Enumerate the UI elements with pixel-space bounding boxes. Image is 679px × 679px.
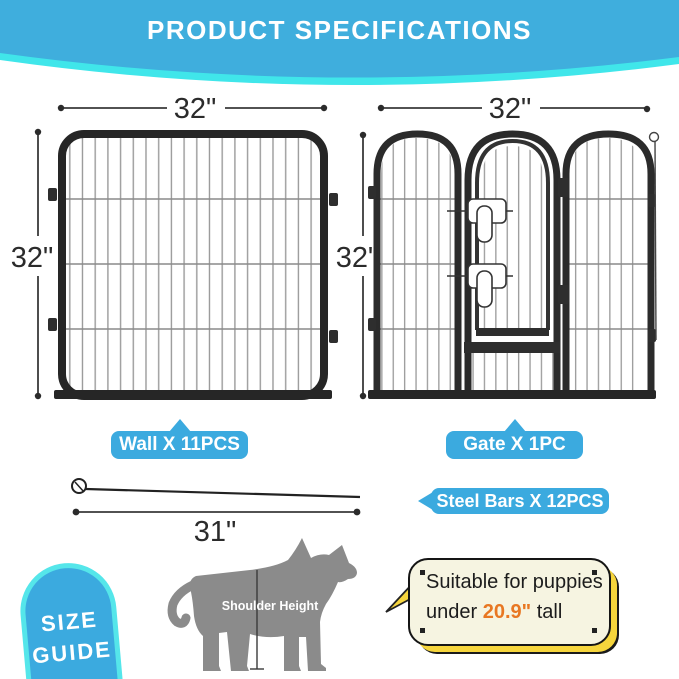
wall-panel-horizontal-bars — [64, 198, 322, 330]
gate-latches — [447, 198, 513, 308]
gate-badge-pointer — [504, 419, 526, 432]
gate-width-label: 32" — [489, 93, 532, 125]
dog-shoulder-height-label: Shoulder Height — [222, 599, 319, 613]
dimension-endpoint-dot — [377, 104, 385, 112]
gate-door-frame — [464, 130, 561, 391]
dog-body — [189, 538, 357, 671]
gate-panel-figure: 32" 32" — [336, 93, 660, 400]
gate-hinges-and-tabs — [368, 178, 656, 342]
dimension-endpoint-dot — [57, 104, 65, 112]
gate-below-door-bars — [470, 353, 556, 391]
size-guide-line2: GUIDE — [31, 636, 113, 669]
steel-bar-rod — [85, 487, 361, 499]
gate-left-section-bars — [381, 138, 454, 392]
note-text-line1: Suitable for puppies — [426, 571, 603, 593]
dimension-endpoint-dot — [34, 128, 42, 136]
steel-bars-badge-pointer — [418, 492, 433, 510]
note-text-line2: under 20.9" tall — [426, 601, 562, 624]
dog-silhouette-figure: Shoulder Height — [167, 538, 357, 671]
steel-bars-count-badge: Steel Bars X 12PCS — [431, 488, 609, 514]
dimension-endpoint-dot — [320, 104, 328, 112]
gate-count-badge: Gate X 1PC — [446, 431, 583, 459]
note-height-highlight: 20.9" — [482, 601, 532, 623]
dimension-endpoint-dot — [34, 392, 42, 400]
note-corner-dot — [420, 570, 425, 575]
dimension-endpoint-dot — [643, 105, 651, 113]
wall-width-label: 32" — [174, 93, 217, 125]
note-corner-dot — [420, 628, 425, 633]
gate-right-section-bars — [570, 138, 643, 392]
dimension-endpoint-dot — [359, 131, 367, 139]
dog-tail — [167, 580, 198, 628]
wall-panel-vertical-bars — [66, 136, 320, 394]
steel-bar-figure: 31" — [71, 478, 361, 548]
dimension-endpoint-dot — [359, 392, 367, 400]
dimension-endpoint-dot — [353, 508, 361, 516]
gate-inserted-steel-rod — [648, 131, 660, 341]
note-text-suffix: tall — [531, 601, 563, 623]
note-corner-dot — [592, 628, 597, 633]
gate-horizontal-bars — [379, 198, 649, 330]
steel-bar-loop-slash — [74, 481, 85, 493]
header-banner — [0, 0, 679, 86]
wall-height-label: 32" — [11, 242, 54, 274]
gate-door-leaf — [475, 138, 550, 330]
page-title: PRODUCT SPECIFICATIONS — [147, 15, 532, 45]
dimension-endpoint-dot — [72, 508, 80, 516]
wall-panel-side-tabs — [48, 188, 338, 343]
wall-badge-pointer — [169, 419, 191, 432]
gate-height-label: 32" — [336, 242, 379, 274]
note-text-prefix: under — [426, 601, 483, 623]
suitability-note-box: Suitable for puppies under 20.9" tall — [408, 558, 611, 646]
note-corner-dot — [592, 570, 597, 575]
wall-panel-bottom-bar — [54, 390, 332, 399]
gate-below-door-crossbar — [464, 342, 560, 353]
gate-bottom-bar — [368, 390, 656, 399]
wall-panel-figure: 32" 32" — [11, 93, 338, 400]
steel-bar-length-label: 31" — [194, 516, 237, 548]
header-blue-arc — [0, 0, 679, 78]
wall-count-badge: Wall X 11PCS — [111, 431, 248, 459]
gate-left-section-frame — [373, 130, 462, 391]
steel-bar-loop — [71, 478, 87, 494]
gate-right-section-frame — [562, 130, 655, 391]
